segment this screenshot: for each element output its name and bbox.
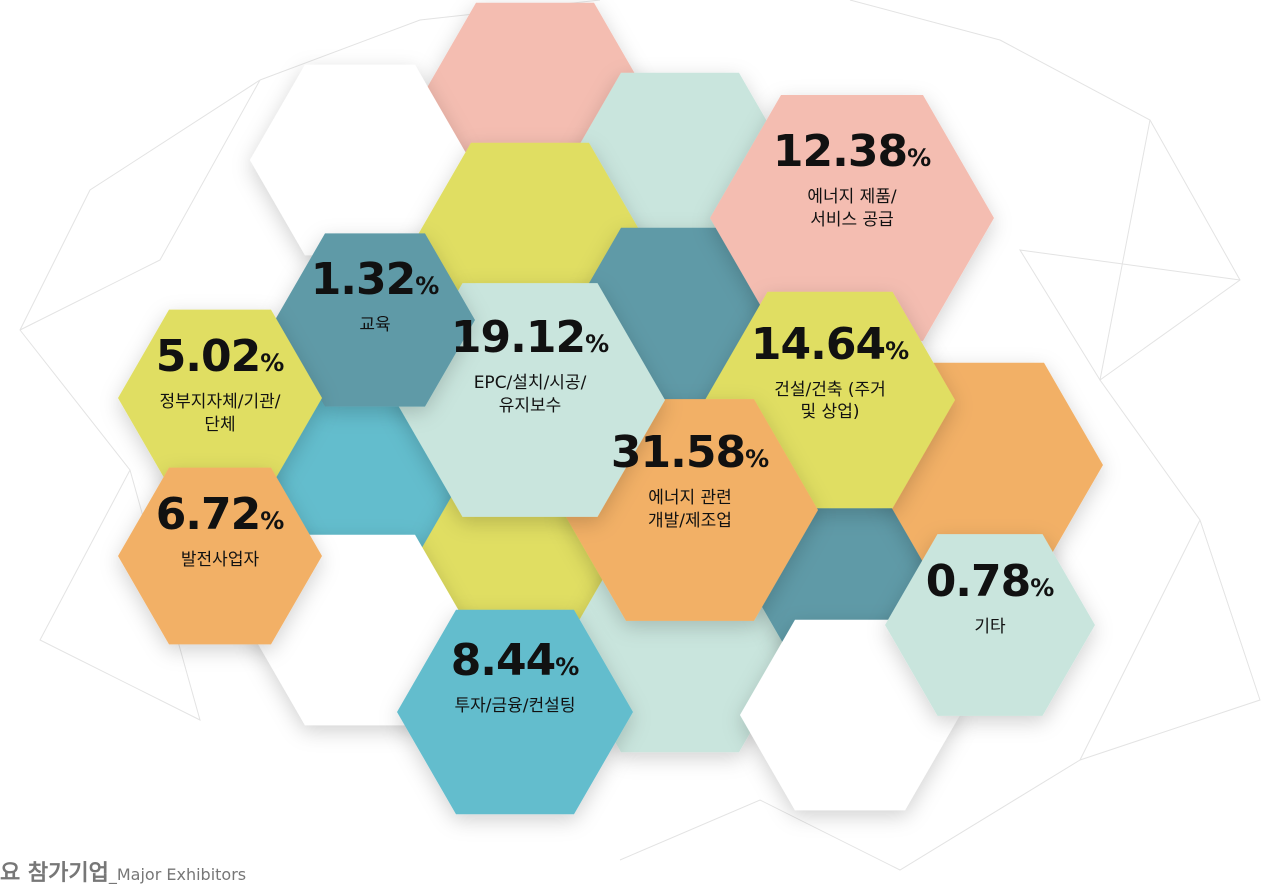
- value-unit: %: [585, 330, 609, 358]
- value-label: 12.38: [773, 126, 907, 177]
- category-label: 기타: [926, 616, 1055, 639]
- category-label: 교육: [311, 314, 440, 337]
- value-line: 0.78%: [926, 560, 1055, 604]
- footer-subtitle: _Major Exhibitors: [109, 865, 246, 884]
- value-label: 8.44: [451, 635, 556, 686]
- category-label: EPC/설치/시공/ 유지보수: [451, 372, 609, 418]
- hexagon-label: 12.38% 에너지 제품/ 서비스 공급: [773, 130, 931, 232]
- value-line: 31.58%: [611, 431, 769, 475]
- value-label: 31.58: [611, 427, 745, 478]
- category-label: 발전사업자: [156, 549, 285, 572]
- category-label: 건설/건축 (주거 및 상업): [751, 379, 909, 425]
- value-line: 19.12%: [451, 316, 609, 360]
- hexagon-label: 5.02% 정부지자체/기관/ 단체: [156, 335, 285, 437]
- value-unit: %: [907, 144, 931, 172]
- value-label: 5.02: [156, 331, 261, 382]
- hexagon-label: 31.58% 에너지 관련 개발/제조업: [611, 431, 769, 533]
- value-line: 5.02%: [156, 335, 285, 379]
- footer: 요 참가기업_Major Exhibitors: [0, 855, 246, 887]
- category-label: 에너지 관련 개발/제조업: [611, 487, 769, 533]
- hexagon-label: 19.12% EPC/설치/시공/ 유지보수: [451, 316, 609, 418]
- category-label: 정부지자체/기관/ 단체: [156, 391, 285, 437]
- value-unit: %: [1030, 574, 1054, 602]
- category-label: 에너지 제품/ 서비스 공급: [773, 186, 931, 232]
- value-line: 1.32%: [311, 258, 440, 302]
- value-line: 14.64%: [751, 323, 909, 367]
- value-line: 12.38%: [773, 130, 931, 174]
- hexagon-label: 6.72% 발전사업자: [156, 493, 285, 572]
- value-unit: %: [260, 349, 284, 377]
- value-unit: %: [885, 337, 909, 365]
- footer-title: 요 참가기업: [0, 861, 109, 886]
- hexagon-label: 1.32% 교육: [311, 258, 440, 337]
- value-unit: %: [745, 445, 769, 473]
- value-label: 19.12: [451, 312, 585, 363]
- value-label: 14.64: [751, 319, 885, 370]
- value-unit: %: [415, 272, 439, 300]
- value-label: 0.78: [926, 556, 1031, 607]
- category-label: 투자/금융/컨설팅: [451, 695, 580, 718]
- hexagon-label: 8.44% 투자/금융/컨설팅: [451, 639, 580, 718]
- value-label: 6.72: [156, 489, 261, 540]
- value-line: 6.72%: [156, 493, 285, 537]
- hexagon-label: 0.78% 기타: [926, 560, 1055, 639]
- value-unit: %: [260, 507, 284, 535]
- value-label: 1.32: [311, 254, 416, 305]
- value-unit: %: [555, 653, 579, 681]
- value-line: 8.44%: [451, 639, 580, 683]
- hexagon-label: 14.64% 건설/건축 (주거 및 상업): [751, 323, 909, 425]
- page: 12.38% 에너지 제품/ 서비스 공급 14.64% 건설/건축 (주거 및 상업…: [0, 0, 1271, 892]
